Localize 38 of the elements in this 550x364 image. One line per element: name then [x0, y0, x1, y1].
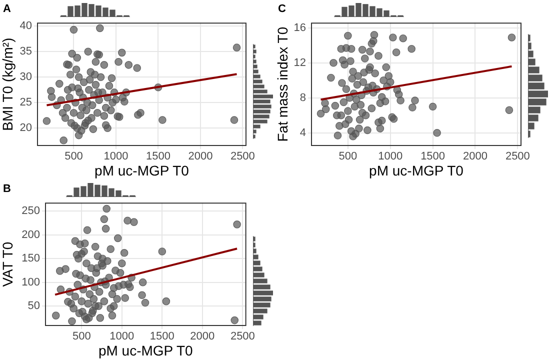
- x-axis-title: pM uc-MGP T0: [98, 342, 194, 358]
- x-tick-label: 2500: [505, 150, 530, 163]
- chart-title: A: [3, 3, 11, 15]
- x-tick-label: 2500: [230, 330, 255, 343]
- x-tick-label: 2000: [190, 330, 215, 343]
- chart-title: B: [3, 183, 11, 195]
- y-tick-label: 16: [294, 22, 306, 34]
- x-axis-title: pM uc-MGP T0: [94, 162, 190, 178]
- chart-title: C: [278, 3, 286, 15]
- x-tick-label: 1000: [110, 330, 134, 343]
- x-tick-label: 500: [64, 150, 83, 163]
- x-tick-label: 2000: [463, 150, 488, 163]
- y-tick-label: 150: [22, 252, 40, 265]
- x-tick-label: 1500: [146, 150, 170, 163]
- y-axis-title: BMI T0 (kg/m²): [0, 38, 16, 131]
- y-tick-label: 25: [20, 96, 32, 109]
- x-tick-label: 2500: [230, 150, 255, 163]
- y-tick-label: 50: [28, 300, 40, 312]
- y-axis-title: VAT T0: [0, 242, 16, 287]
- y-tick-label: 200: [22, 228, 40, 241]
- x-tick-label: 1000: [104, 150, 128, 163]
- y-tick-label: 8: [300, 92, 306, 104]
- x-tick-label: 500: [72, 330, 91, 343]
- y-tick-label: 12: [294, 56, 306, 69]
- y-tick-label: 250: [22, 205, 40, 218]
- x-axis-title: pM uc-MGP T0: [369, 162, 464, 178]
- y-tick-label: 30: [20, 71, 32, 84]
- y-tick-label: 4: [300, 126, 306, 139]
- x-tick-label: 1500: [420, 150, 446, 163]
- x-tick-label: 1000: [378, 150, 403, 163]
- y-tick-label: 40: [20, 20, 32, 32]
- y-tick-label: 100: [22, 276, 40, 288]
- y-tick-label: 20: [20, 122, 32, 134]
- y-axis-title: Fat mass index T0: [274, 26, 290, 142]
- x-tick-label: 2000: [188, 150, 213, 163]
- x-tick-label: 1500: [150, 330, 174, 343]
- y-tick-label: 35: [20, 46, 32, 58]
- x-tick-label: 500: [338, 150, 358, 163]
